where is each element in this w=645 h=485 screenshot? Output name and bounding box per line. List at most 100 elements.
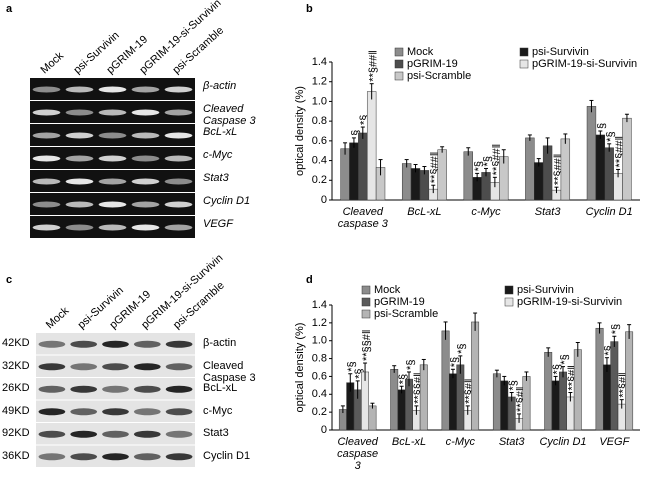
panel-letter: a bbox=[6, 3, 13, 15]
significance-mark: § bbox=[596, 123, 608, 129]
legend-swatch bbox=[361, 297, 371, 307]
gel-band bbox=[131, 201, 160, 208]
y-tick-label: 0.6 bbox=[312, 370, 327, 382]
significance-mark: **§##‖ bbox=[368, 50, 380, 81]
gel-band bbox=[32, 109, 61, 116]
significance-mark: § bbox=[350, 130, 362, 136]
x-tick-label: Cleaved caspase 3 bbox=[337, 436, 379, 472]
x-tick-label: Cleaved caspase 3 bbox=[337, 206, 388, 230]
significance-mark: *§ bbox=[605, 131, 617, 141]
significance-mark: *§ bbox=[559, 354, 571, 364]
row-label: Cleaved Caspase 3 bbox=[203, 359, 256, 384]
bar bbox=[358, 132, 368, 201]
gel-band bbox=[38, 408, 66, 416]
legend-label: pGRIM-19-si-Survivin bbox=[532, 58, 637, 70]
row-label: BcL-xL bbox=[203, 382, 238, 394]
gel-band bbox=[133, 408, 161, 416]
y-axis-title: optical density (%) bbox=[294, 323, 306, 413]
bar bbox=[613, 173, 623, 201]
bar bbox=[410, 168, 421, 201]
bar bbox=[401, 163, 412, 201]
legend-swatch bbox=[519, 47, 529, 57]
size-label: 92KD bbox=[2, 427, 30, 439]
legend-swatch bbox=[504, 285, 514, 295]
gel-band bbox=[70, 453, 98, 461]
bar bbox=[622, 117, 632, 201]
x-tick-label: VEGF bbox=[599, 436, 630, 448]
gel-band bbox=[70, 408, 98, 416]
gel-band bbox=[165, 363, 193, 371]
legend-label: pGRIM-19-si-Survivin bbox=[517, 296, 622, 308]
significance-mark: *§ bbox=[354, 368, 366, 378]
row-label: Cleaved Caspase 3 bbox=[203, 103, 256, 127]
gel-band bbox=[65, 109, 94, 116]
legend-label: pGRIM-19 bbox=[374, 296, 425, 308]
gel-band bbox=[164, 155, 193, 162]
row-label: Stat3 bbox=[203, 427, 229, 439]
bar bbox=[448, 373, 457, 431]
x-tick-label: Stat3 bbox=[534, 206, 561, 218]
gel-band bbox=[65, 86, 94, 93]
gel-band bbox=[165, 430, 193, 438]
y-tick-label: 0.2 bbox=[312, 406, 327, 418]
panel-letter: c bbox=[6, 274, 12, 286]
gel-band bbox=[131, 132, 160, 139]
bar bbox=[566, 396, 575, 431]
size-label: 42KD bbox=[2, 337, 30, 349]
gel-band bbox=[133, 340, 161, 348]
legend-label: psi-Survivin bbox=[517, 284, 574, 296]
gel-band bbox=[164, 86, 193, 93]
lane-label: Mock bbox=[44, 305, 72, 332]
significance-mark: *§ bbox=[552, 364, 564, 374]
gel-band bbox=[32, 155, 61, 162]
bar bbox=[349, 142, 359, 201]
y-tick-label: 1.0 bbox=[312, 95, 327, 107]
significance-mark: *§ bbox=[456, 343, 468, 353]
bar bbox=[419, 170, 430, 201]
row-label: β-actin bbox=[203, 337, 237, 349]
legend-swatch bbox=[519, 59, 529, 69]
gel-band bbox=[131, 109, 160, 116]
gel-band bbox=[131, 224, 160, 231]
bar bbox=[471, 321, 480, 431]
gel-band bbox=[65, 132, 94, 139]
lane-label: Mock bbox=[38, 50, 66, 77]
bar bbox=[573, 349, 582, 431]
panel-letter: d bbox=[306, 274, 313, 286]
significance-mark: *§ bbox=[610, 324, 622, 334]
gel-band bbox=[65, 224, 94, 231]
bar bbox=[544, 352, 553, 431]
y-tick-label: 0.8 bbox=[312, 352, 327, 364]
y-axis-title: optical density (%) bbox=[294, 86, 306, 176]
row-label: VEGF bbox=[203, 218, 233, 230]
gel-band bbox=[32, 132, 61, 139]
x-tick-label: Stat3 bbox=[498, 436, 525, 448]
gel-band bbox=[98, 178, 127, 185]
bar bbox=[366, 91, 377, 201]
gel-band bbox=[102, 408, 129, 416]
bar bbox=[437, 149, 447, 201]
x-tick-label: c-Myc bbox=[471, 206, 501, 218]
significance-mark: *§ bbox=[405, 360, 417, 370]
bar bbox=[542, 145, 553, 201]
x-tick-label: Cyclin D1 bbox=[539, 436, 587, 448]
legend-label: pGRIM-19 bbox=[407, 58, 458, 70]
row-label: Cyclin D1 bbox=[203, 449, 251, 462]
y-tick-label: 0.8 bbox=[312, 115, 327, 127]
significance-mark: *§ bbox=[482, 156, 494, 166]
gel-band bbox=[98, 109, 127, 116]
gel-band bbox=[65, 201, 94, 208]
bar bbox=[602, 364, 611, 431]
y-tick-label: 0.4 bbox=[312, 388, 327, 400]
gel-band bbox=[38, 340, 66, 348]
gel-band bbox=[98, 224, 127, 231]
x-tick-label: BcL-xL bbox=[407, 206, 442, 218]
x-tick-label: Cyclin D1 bbox=[585, 206, 633, 218]
gel-band bbox=[38, 385, 66, 393]
y-tick-label: 1.2 bbox=[312, 76, 327, 88]
gel-band bbox=[65, 155, 94, 162]
size-label: 26KD bbox=[2, 382, 30, 394]
bar bbox=[492, 373, 501, 431]
